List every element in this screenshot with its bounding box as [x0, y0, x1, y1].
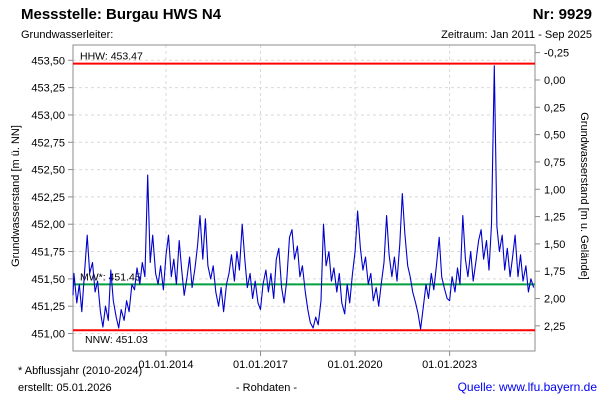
y-right-tick-label: 0,25: [544, 102, 565, 114]
y-left-tick-label: 453,00: [31, 110, 65, 122]
station-number: Nr: 9929: [532, 6, 592, 23]
y-left-tick-label: 452,50: [31, 165, 65, 177]
source-link[interactable]: Quelle: www.lfu.bayern.de: [457, 380, 597, 394]
y-left-tick-label: 451,75: [31, 247, 65, 259]
y-left-tick-label: 451,50: [31, 274, 65, 286]
y-right-tick-label: 1,00: [544, 184, 565, 196]
y-right-tick-label: 1,50: [544, 239, 565, 251]
y-left-tick-label: 451,25: [31, 301, 65, 313]
y-axis-label-right: Grundwasserstand [m u. Gelände]: [578, 112, 590, 280]
y-right-tick-label: 0,75: [544, 157, 565, 169]
y-right-tick-label: 0,00: [544, 75, 565, 87]
x-tick-label: 01.01.2020: [328, 359, 383, 371]
x-tick-label: 01.01.2023: [422, 359, 477, 371]
aquifer-label: Grundwasserleiter:: [21, 29, 114, 41]
plot-border: [72, 44, 536, 352]
ref-line-label-hhw: HHW: 453.47: [80, 51, 143, 63]
y-left-tick-label: 453,25: [31, 83, 65, 95]
x-tick-label: 01.01.2017: [233, 359, 288, 371]
y-axis-label-left: Grundwasserstand [m ü. NN]: [10, 125, 22, 267]
x-tick-label: 01.01.2014: [138, 359, 193, 371]
page-title: Messstelle: Burgau HWS N4: [21, 6, 222, 23]
y-right-tick-label: 1,75: [544, 266, 565, 278]
y-right-tick-label: 0,50: [544, 130, 565, 142]
y-left-tick-label: 452,75: [31, 137, 65, 149]
y-right-tick-label: 2,00: [544, 294, 565, 306]
y-right-tick-label: 1,25: [544, 212, 565, 224]
y-left-tick-label: 452,00: [31, 219, 65, 231]
y-right-tick-label: 2,25: [544, 321, 565, 333]
groundwater-series: [72, 65, 535, 330]
data-type-label: - Rohdaten -: [235, 382, 298, 394]
ref-line-label-nnw: NNW: 451.03: [85, 334, 148, 346]
created-date: erstellt: 05.01.2026: [18, 382, 112, 394]
footnote-abflussjahr: * Abflussjahr (2010-2024): [18, 365, 143, 377]
y-right-tick-label: -0,25: [544, 48, 569, 60]
y-left-tick-label: 453,50: [31, 55, 65, 67]
period-label: Zeitraum: Jan 2011 - Sep 2025: [441, 29, 592, 41]
y-left-tick-label: 452,25: [31, 192, 65, 204]
y-left-tick-label: 451,00: [31, 329, 65, 341]
